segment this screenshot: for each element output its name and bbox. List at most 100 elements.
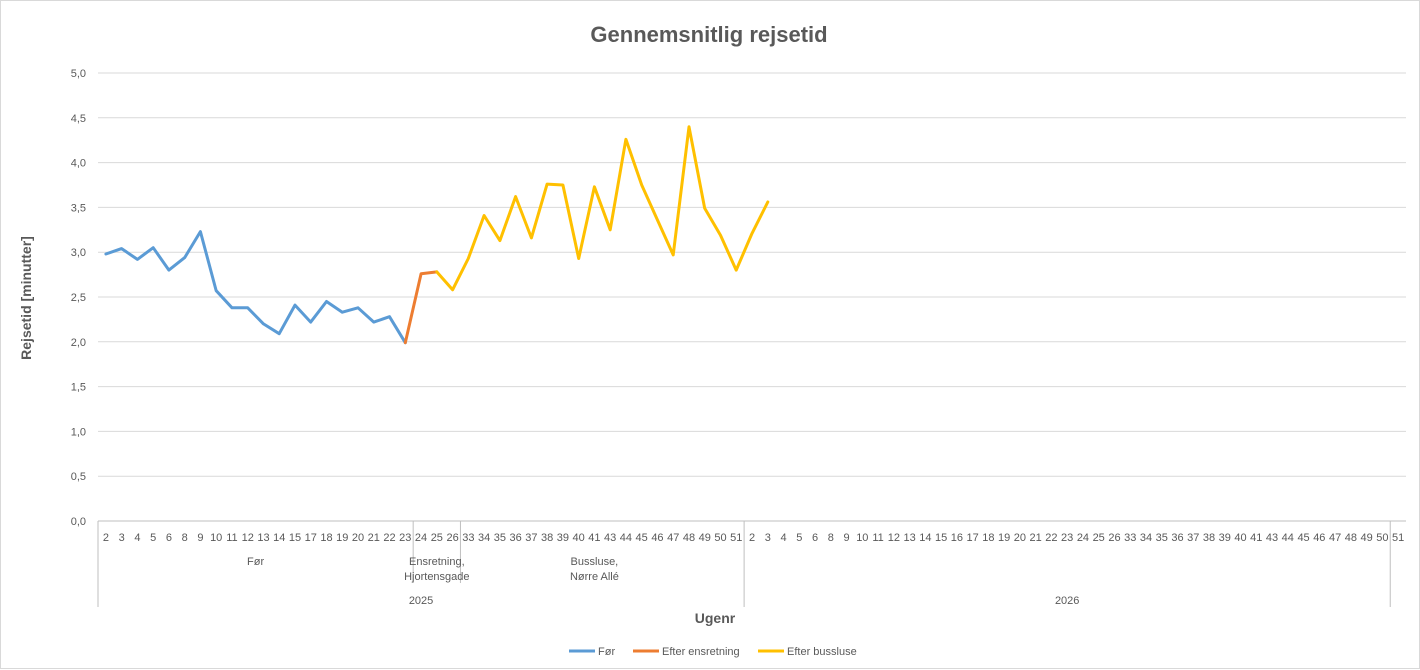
- x-tick-label: 23: [399, 532, 411, 544]
- x-tick-label: 35: [494, 532, 506, 544]
- x-tick-label: 49: [699, 532, 711, 544]
- x-tick-label: 46: [651, 532, 663, 544]
- y-tick-label: 5,0: [71, 68, 86, 80]
- y-tick-label: 3,5: [71, 202, 86, 214]
- y-tick-label: 1,0: [71, 426, 86, 438]
- x-tick-label: 17: [305, 532, 317, 544]
- x-tick-label: 23: [1061, 532, 1073, 544]
- y-tick-label: 4,5: [71, 113, 86, 125]
- series-line: [403, 270, 439, 345]
- series-line: [104, 230, 407, 345]
- x-tick-label: 6: [166, 532, 172, 544]
- x-axis-title: Ugenr: [695, 610, 736, 626]
- x-tick-label: 14: [273, 532, 285, 544]
- x-tick-label: 38: [541, 532, 553, 544]
- gridlines: [98, 72, 1406, 522]
- x-tick-label: 33: [1124, 532, 1136, 544]
- x-tick-label: 8: [828, 532, 834, 544]
- x-tick-label: 21: [368, 532, 380, 544]
- x-tick-label: 14: [919, 532, 931, 544]
- x-tick-label: 13: [257, 532, 269, 544]
- legend: Før Efter ensretning Efter bussluse: [569, 646, 857, 658]
- x-tick-label: 4: [780, 532, 786, 544]
- x-tick-label: 26: [1108, 532, 1120, 544]
- x-tick-label: 25: [1093, 532, 1105, 544]
- x-tick-label: 46: [1313, 532, 1325, 544]
- y-tick-label: 3,0: [71, 247, 86, 259]
- x-tick-label: 24: [1077, 532, 1089, 544]
- x-tick-label: 43: [1266, 532, 1278, 544]
- x-tick-label: 41: [588, 532, 600, 544]
- legend-label: Efter bussluse: [787, 646, 857, 658]
- x-tick-label: 20: [1014, 532, 1026, 544]
- x-tick-label: 43: [604, 532, 616, 544]
- x-tick-label: 25: [431, 532, 443, 544]
- x-tick-label: 38: [1203, 532, 1215, 544]
- x-tick-label: 41: [1250, 532, 1262, 544]
- y-tick-label: 0,5: [71, 471, 86, 483]
- x-tick-label: 44: [1282, 532, 1294, 544]
- x-tick-label: 5: [796, 532, 802, 544]
- x-tick-label: 47: [1329, 532, 1341, 544]
- chart-title: Gennemsnitlig rejsetid: [590, 22, 827, 47]
- x-tick-label: 37: [1187, 532, 1199, 544]
- x-tick-label: 48: [683, 532, 695, 544]
- x-tick-label: 19: [336, 532, 348, 544]
- x-tick-label: 34: [478, 532, 490, 544]
- x-tick-label: 12: [888, 532, 900, 544]
- x-tick-label: 51: [1392, 532, 1404, 544]
- x-tick-label: 2: [103, 532, 109, 544]
- y-tick-label: 4,0: [71, 158, 86, 170]
- x-tick-label: 26: [446, 532, 458, 544]
- x-tick-label: 4: [134, 532, 140, 544]
- y-axis-title: Rejsetid [minutter]: [18, 236, 34, 360]
- x-tick-label: 48: [1345, 532, 1357, 544]
- x-tick-label: 11: [226, 532, 237, 544]
- x-tick-label: 21: [1030, 532, 1042, 544]
- x-tick-label: 19: [998, 532, 1010, 544]
- y-tick-label: 2,5: [71, 292, 86, 304]
- x-tick-label: 6: [812, 532, 818, 544]
- x-tick-label: 18: [320, 532, 332, 544]
- x-tick-label: 20: [352, 532, 364, 544]
- x-tick-label: 2: [749, 532, 755, 544]
- x-tick-label: 36: [509, 532, 521, 544]
- y-axis-ticks: 0,0 0,5 1,0 1,5 2,0 2,5 3,0 3,5 4,0 4,5 5,0: [71, 68, 86, 528]
- y-tick-label: 2,0: [71, 337, 86, 349]
- group-label: Bussluse, Nørre Allé: [570, 556, 619, 583]
- x-tick-label: 36: [1171, 532, 1183, 544]
- y-tick-label: 1,5: [71, 382, 86, 394]
- x-tick-label: 45: [1297, 532, 1309, 544]
- x-tick-label: 35: [1156, 532, 1168, 544]
- x-tick-label: 50: [1376, 532, 1388, 544]
- legend-label: Før: [598, 646, 615, 658]
- x-tick-label: 13: [903, 532, 915, 544]
- year-label: 2026: [1055, 595, 1079, 607]
- x-tick-label: 16: [951, 532, 963, 544]
- x-tick-label: 22: [1045, 532, 1057, 544]
- x-tick-label: 33: [462, 532, 474, 544]
- x-tick-label: 39: [1219, 532, 1231, 544]
- x-tick-label: 39: [557, 532, 569, 544]
- y-tick-label: 0,0: [71, 516, 86, 528]
- x-tick-label: 44: [620, 532, 632, 544]
- year-label: 2025: [409, 595, 433, 607]
- x-tick-label: 51: [730, 532, 742, 544]
- x-tick-label: 10: [856, 532, 868, 544]
- x-tick-label: 50: [714, 532, 726, 544]
- x-tick-label: 18: [982, 532, 994, 544]
- x-tick-label: 15: [289, 532, 301, 544]
- x-tick-label: 40: [1234, 532, 1246, 544]
- x-tick-label: 5: [150, 532, 156, 544]
- x-tick-label: 45: [636, 532, 648, 544]
- x-tick-label: 49: [1360, 532, 1372, 544]
- x-tick-label: 12: [242, 532, 254, 544]
- series-line: [435, 125, 770, 292]
- x-tick-label: 34: [1140, 532, 1152, 544]
- x-tick-label: 17: [967, 532, 979, 544]
- x-tick-label: 8: [182, 532, 188, 544]
- x-axis: 2 3 4 5 6 8 9 10 11 12 13 14 15 17 18 19 20 21 22 23 24 25 26 3…: [97, 520, 1406, 607]
- x-tick-label: 22: [383, 532, 395, 544]
